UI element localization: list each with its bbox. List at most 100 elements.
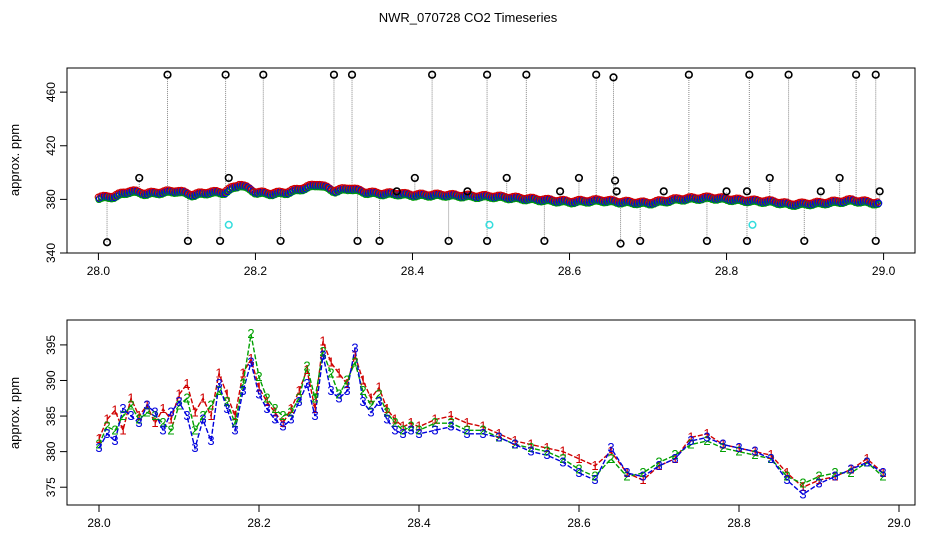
series-marker: 3	[671, 451, 678, 466]
series-marker: 3	[351, 340, 358, 355]
series-marker: 3	[655, 458, 662, 473]
series-marker: 2	[111, 422, 118, 437]
outlier-point	[276, 236, 285, 246]
data-point	[105, 194, 113, 203]
series-marker: 3	[527, 444, 534, 459]
y-tick-label: 385	[44, 406, 58, 426]
series-marker: 3	[399, 426, 406, 441]
data-point	[163, 188, 171, 196]
outlier-point	[502, 173, 511, 183]
top-y-axis-label: approx. ppm	[7, 124, 22, 196]
outlier-point	[347, 70, 357, 79]
series-marker: 2	[671, 447, 678, 462]
outlier-point	[765, 173, 774, 183]
series-marker: 2	[407, 419, 414, 434]
series-marker: 2	[303, 358, 310, 373]
series-marker: 3	[127, 408, 134, 423]
data-point	[479, 192, 488, 201]
series-marker: 1	[335, 365, 342, 380]
series-marker: 1	[447, 408, 454, 423]
outlier-point	[875, 187, 884, 196]
series-marker: 1	[167, 412, 174, 427]
series-marker: 3	[367, 405, 374, 420]
series-marker: 3	[287, 412, 294, 427]
series-marker: 3	[479, 426, 486, 441]
series-marker: 2	[375, 387, 382, 402]
series-marker: 1	[295, 383, 302, 398]
series-marker: 2	[263, 390, 270, 405]
series-marker: 3	[207, 433, 214, 448]
series-marker: 1	[255, 380, 262, 395]
data-point	[487, 194, 495, 202]
series-marker: 2	[847, 465, 854, 480]
series-marker: 3	[847, 461, 854, 476]
series-marker: 2	[143, 405, 150, 420]
outlier-point	[659, 187, 668, 196]
data-point	[238, 182, 247, 191]
series-marker: 3	[111, 433, 118, 448]
data-point	[874, 199, 883, 208]
series-marker: 2	[879, 469, 886, 484]
series-marker: 1	[247, 351, 254, 366]
outlier-point	[592, 70, 601, 79]
y-tick-label: 380	[44, 441, 58, 461]
series-marker: 3	[375, 394, 382, 409]
data-point	[311, 182, 319, 191]
series-marker: 3	[239, 383, 246, 398]
data-point	[349, 186, 357, 195]
series-marker: 1	[287, 401, 294, 416]
series-marker: 2	[271, 401, 278, 416]
series-marker: 1	[399, 419, 406, 434]
outlier-point	[816, 187, 825, 196]
series-marker: 2	[527, 440, 534, 455]
outlier-point	[224, 173, 233, 183]
series-marker: 3	[735, 440, 742, 455]
series-marker: 1	[327, 355, 334, 370]
series-marker: 1	[207, 408, 214, 423]
series-marker: 2	[359, 383, 366, 398]
series-marker: 2	[119, 408, 126, 423]
series-marker: 1	[463, 415, 470, 430]
y-tick-label: 420	[44, 135, 58, 155]
series-marker: 2	[95, 437, 102, 452]
series-marker: 1	[111, 402, 118, 417]
series-marker: 1	[591, 458, 598, 473]
data-point	[344, 186, 352, 195]
series-marker: 2	[639, 465, 646, 480]
series-marker: 2	[383, 405, 390, 420]
series-marker: 2	[327, 365, 334, 380]
outlier-point	[610, 176, 620, 185]
series-marker: 1	[263, 394, 270, 409]
series-marker: 3	[191, 440, 198, 455]
series-marker: 1	[831, 469, 838, 484]
series-marker: 1	[431, 412, 438, 427]
series-marker: 3	[511, 437, 518, 452]
series-marker: 3	[279, 419, 286, 434]
series-marker: 1	[799, 479, 806, 494]
data-point	[630, 200, 638, 209]
series-marker: 1	[511, 433, 518, 448]
series-marker: 3	[135, 415, 142, 430]
series-marker: 1	[767, 447, 774, 462]
series-marker: 2	[319, 344, 326, 359]
series-marker: 2	[447, 415, 454, 430]
series-marker: 1	[391, 412, 398, 427]
y-tick-label: 460	[44, 82, 58, 102]
series-marker: 2	[767, 451, 774, 466]
series-marker: 2	[543, 444, 550, 459]
series-marker: 3	[359, 394, 366, 409]
data-point	[828, 198, 837, 207]
outlier-point	[135, 173, 144, 183]
series-marker: 2	[135, 412, 142, 427]
series-marker: 1	[655, 458, 662, 473]
data-point	[575, 197, 583, 206]
data-point	[251, 190, 259, 198]
series-marker: 2	[495, 429, 502, 444]
data-point	[741, 198, 749, 207]
series-marker: 2	[399, 422, 406, 437]
outlier-point	[616, 239, 625, 248]
series-marker: 1	[751, 444, 758, 459]
data-point	[439, 193, 448, 201]
data-point	[351, 186, 360, 195]
x-tick-label: 28.6	[558, 264, 582, 278]
